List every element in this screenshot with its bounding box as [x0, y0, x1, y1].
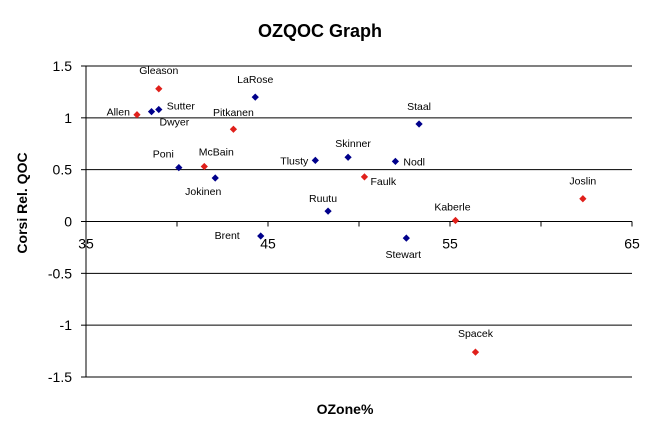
point-label-sutter: Sutter — [167, 101, 196, 113]
point-label-staal: Staal — [407, 101, 431, 113]
point-label-poni: Poni — [153, 149, 174, 161]
point-label-pitkanen: Pitkanen — [213, 107, 254, 119]
data-point-brent — [257, 232, 265, 240]
point-label-nodl: Nodl — [403, 156, 425, 168]
data-point-pitkanen — [229, 125, 238, 133]
point-label-dwyer: Dwyer — [160, 117, 190, 129]
data-point-sutter — [155, 105, 163, 114]
data-point-faulk — [360, 173, 369, 181]
y-tick-label: -0.5 — [48, 265, 72, 281]
data-point-jokinen — [211, 174, 219, 182]
point-label-allen: Allen — [107, 107, 131, 119]
y-tick-label: -1.5 — [48, 369, 72, 385]
y-tick-label: 1.5 — [53, 58, 73, 74]
point-label-skinner: Skinner — [335, 138, 371, 150]
point-labels: Gleason LaRose Allen Sutter Dwyer Pitkanen Sta… — [107, 65, 597, 340]
point-label-gleason: Gleason — [139, 65, 178, 77]
data-point-nodl — [391, 157, 400, 165]
y-tick-label: 1 — [64, 110, 72, 126]
x-axis-title: OZone% — [317, 401, 374, 417]
axes — [81, 65, 633, 378]
point-label-faulk: Faulk — [370, 176, 396, 188]
y-axis-title: Corsi Rel. QOC — [14, 152, 30, 253]
data-point-dwyer — [147, 107, 156, 116]
point-label-stewart: Stewart — [386, 249, 422, 261]
x-tick-label: 65 — [624, 236, 640, 252]
y-tick-label: -1 — [60, 317, 73, 333]
point-label-tlusty: Tlusty — [280, 155, 309, 167]
data-point-ruutu — [324, 207, 332, 215]
data-point-gleason — [155, 85, 163, 93]
data-point-skinner — [344, 153, 352, 161]
data-point-larose — [251, 93, 259, 101]
chart-title: OZQOC Graph — [258, 21, 382, 41]
data-point-poni — [175, 163, 183, 172]
x-tick-label: 55 — [442, 236, 458, 252]
y-tick-label: 0 — [64, 214, 72, 230]
point-label-spacek: Spacek — [458, 328, 494, 340]
point-label-jokinen: Jokinen — [185, 186, 221, 198]
point-label-ruutu: Ruutu — [309, 193, 337, 205]
point-label-kaberle: Kaberle — [434, 201, 470, 213]
x-tick-label: 45 — [260, 236, 276, 252]
data-point-staal — [415, 120, 423, 128]
point-label-larose: LaRose — [237, 74, 273, 86]
data-point-spacek — [471, 348, 480, 356]
point-label-joslin: Joslin — [569, 176, 596, 188]
data-point-stewart — [402, 234, 410, 242]
point-label-brent: Brent — [215, 230, 240, 242]
y-tick-label: 0.5 — [53, 162, 73, 178]
data-point-allen — [133, 111, 141, 119]
data-point-kaberle — [451, 216, 460, 225]
data-point-tlusty — [311, 156, 319, 164]
data-point-joslin — [579, 195, 587, 203]
point-label-mcbain: McBain — [199, 147, 234, 159]
x-tick-label: 35 — [78, 236, 94, 252]
tick-labels: 1.5 1 0.5 0 -0.5 -1 -1.5 35 45 55 65 — [48, 58, 640, 385]
data-point-mcbain — [200, 162, 208, 171]
data-points — [133, 85, 587, 356]
